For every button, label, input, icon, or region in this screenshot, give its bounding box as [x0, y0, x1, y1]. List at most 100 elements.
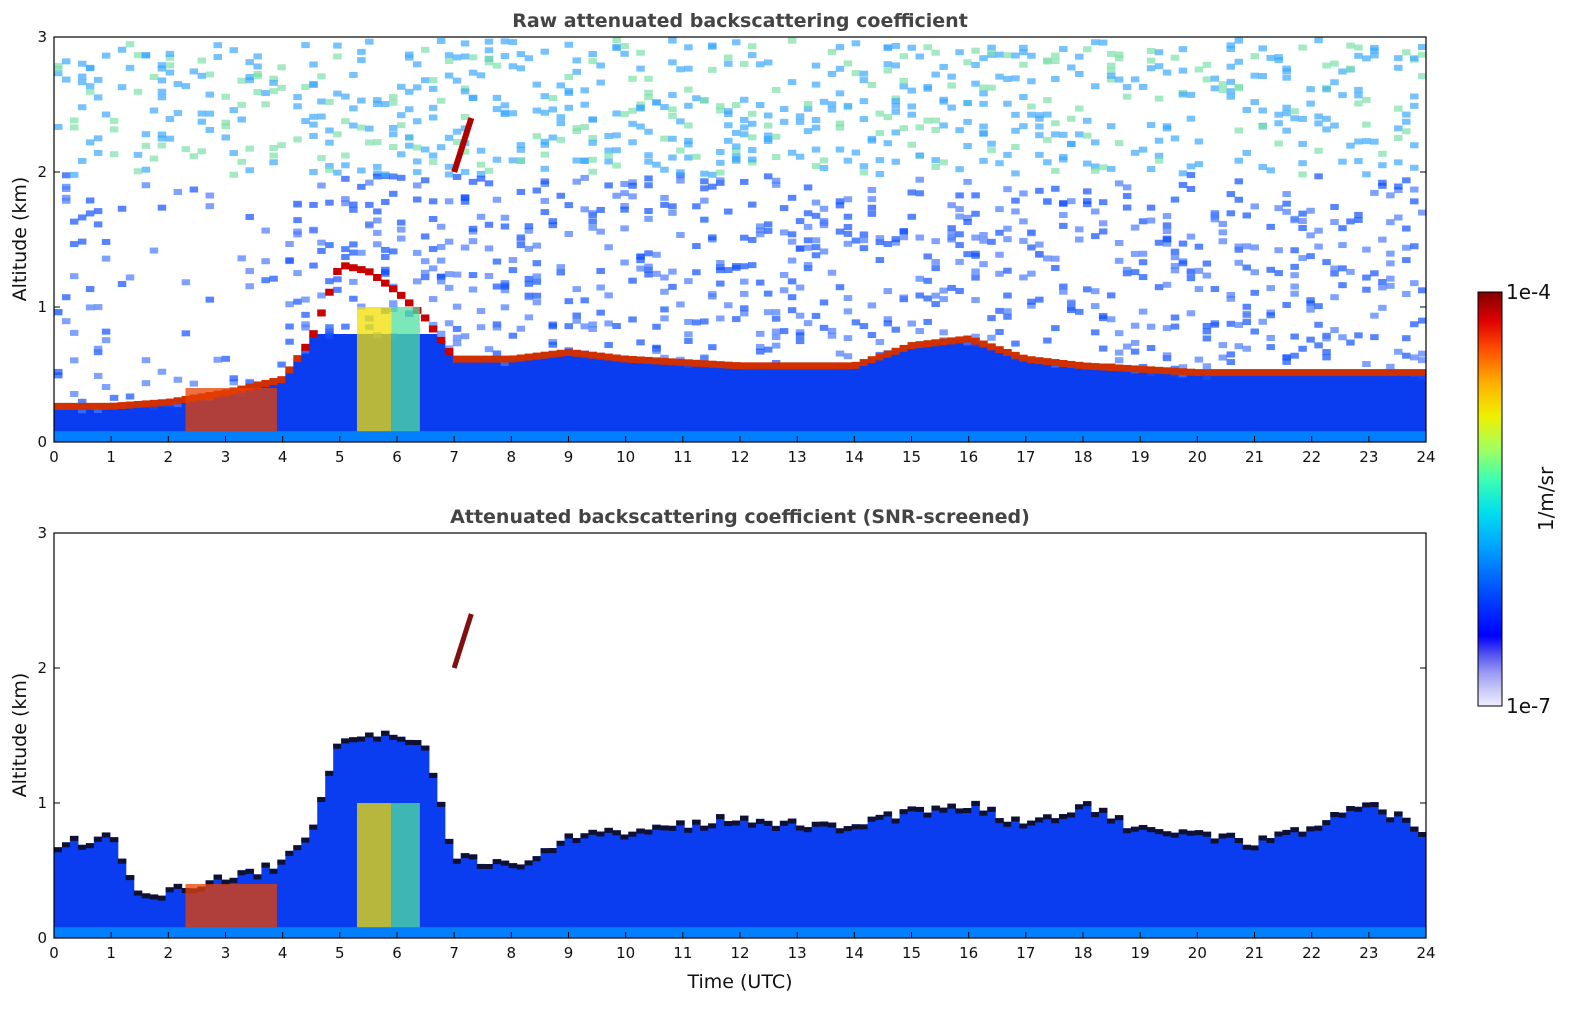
heat-cell	[508, 63, 518, 70]
heat-cell	[963, 808, 972, 814]
heat-cell	[500, 361, 510, 442]
heat-cell	[971, 268, 980, 275]
heat-cell	[1282, 110, 1291, 117]
heat-cell	[341, 200, 350, 207]
heat-cell	[452, 54, 462, 61]
heat-cell	[1138, 308, 1148, 315]
heat-cell	[349, 105, 358, 112]
heat-cell	[269, 88, 278, 95]
heat-cell	[644, 215, 653, 222]
heat-cell	[61, 194, 71, 201]
heat-cell	[1306, 86, 1315, 93]
heat-cell	[285, 241, 294, 248]
heat-cell	[1218, 81, 1228, 88]
heat-cell	[1290, 352, 1299, 359]
heat-cell	[1266, 838, 1275, 938]
heat-cell	[803, 320, 813, 327]
heat-cell	[181, 279, 191, 286]
heat-cell	[620, 360, 629, 442]
heat-cell	[1234, 243, 1244, 250]
heat-cell	[1378, 236, 1387, 243]
heat-cell	[763, 820, 773, 826]
heat-cell	[1083, 362, 1092, 370]
heat-cell	[684, 137, 693, 144]
heat-cell	[452, 355, 462, 363]
heat-cell	[444, 134, 454, 141]
heat-cell	[229, 47, 238, 54]
heat-cell	[1330, 812, 1339, 818]
heat-cell	[492, 258, 502, 265]
heat-cell	[1098, 368, 1108, 442]
heat-cell	[373, 208, 382, 215]
heat-cell	[628, 179, 637, 186]
heat-cell	[1075, 236, 1084, 243]
heat-cell	[1011, 111, 1020, 118]
heat-cell	[771, 86, 781, 93]
heat-cell	[827, 367, 837, 442]
heat-cell	[1075, 367, 1084, 442]
heat-cell	[1035, 123, 1044, 130]
heat-cell	[516, 864, 526, 870]
heat-cell	[245, 167, 254, 174]
heat-cell	[740, 290, 749, 297]
heat-cell	[1011, 143, 1020, 150]
heat-cell	[843, 102, 853, 109]
heat-cell	[883, 240, 893, 247]
heat-cell	[1242, 212, 1252, 219]
heat-cell	[1394, 214, 1403, 221]
heat-cell	[668, 154, 677, 161]
heat-cell	[253, 63, 262, 70]
x-tick-label: 0	[49, 448, 59, 466]
heat-cell	[755, 102, 765, 109]
heat-cell	[1266, 334, 1275, 341]
heat-cell	[357, 736, 366, 742]
heat-cell	[1298, 224, 1307, 231]
heat-cell	[1234, 196, 1244, 203]
heat-cell	[987, 44, 996, 51]
heat-cell	[556, 264, 566, 271]
heat-cell	[588, 139, 597, 146]
heat-cell	[1003, 225, 1012, 232]
heat-cell	[875, 814, 885, 938]
heat-cell	[1035, 296, 1044, 303]
heat-cell	[1011, 340, 1020, 347]
heat-cell	[1146, 827, 1156, 938]
heat-cell	[508, 863, 518, 869]
heat-cell	[436, 97, 446, 104]
heat-cell	[931, 258, 940, 265]
heat-cell	[1202, 76, 1212, 83]
heat-cell	[1394, 811, 1403, 817]
heat-cell	[101, 238, 111, 245]
heat-cell	[325, 770, 334, 776]
heat-cell	[1242, 303, 1252, 310]
heat-cell	[700, 170, 709, 177]
heat-cell	[1386, 369, 1395, 377]
heat-cell	[819, 821, 829, 827]
heat-cell	[979, 157, 988, 164]
heat-cell	[1394, 348, 1403, 355]
heat-cell	[1098, 315, 1108, 322]
heat-cell	[1114, 364, 1124, 372]
heat-cell	[1274, 369, 1283, 377]
heat-cell	[1266, 374, 1275, 442]
heat-cell	[325, 199, 334, 206]
heat-cell	[1250, 72, 1259, 79]
heat-cell	[468, 854, 478, 860]
heat-cell	[1106, 818, 1116, 938]
heat-cell	[173, 883, 183, 938]
heat-cell	[604, 827, 613, 938]
heat-cell	[1043, 58, 1052, 65]
heat-cell	[1306, 374, 1315, 442]
heat-cell	[205, 203, 215, 210]
heat-cell	[109, 837, 119, 938]
heat-cell	[907, 44, 916, 51]
heat-cell	[373, 736, 382, 742]
heat-cell	[325, 288, 334, 296]
heat-cell	[548, 222, 558, 229]
heat-cell	[1090, 812, 1100, 938]
heat-cell	[548, 95, 558, 102]
heat-cell	[77, 157, 87, 164]
heat-cell	[133, 52, 143, 59]
heat-cell	[420, 233, 430, 240]
heat-cell	[1035, 115, 1044, 122]
